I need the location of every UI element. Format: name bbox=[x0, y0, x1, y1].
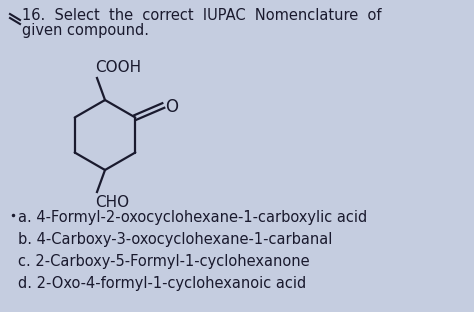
Text: O: O bbox=[165, 97, 178, 115]
Text: given compound.: given compound. bbox=[22, 23, 149, 38]
Text: c. 2-Carboxy-5-Formyl-1-cyclohexanone: c. 2-Carboxy-5-Formyl-1-cyclohexanone bbox=[18, 254, 310, 269]
Text: 16.  Select  the  correct  IUPAC  Nomenclature  of: 16. Select the correct IUPAC Nomenclatur… bbox=[22, 8, 382, 23]
Text: CHO: CHO bbox=[95, 195, 129, 210]
Text: b. 4-Carboxy-3-oxocyclohexane-1-carbanal: b. 4-Carboxy-3-oxocyclohexane-1-carbanal bbox=[18, 232, 332, 247]
Text: a. 4-Formyl-2-oxocyclohexane-1-carboxylic acid: a. 4-Formyl-2-oxocyclohexane-1-carboxyli… bbox=[18, 210, 367, 225]
Text: COOH: COOH bbox=[95, 60, 141, 75]
Text: d. 2-Oxo-4-formyl-1-cyclohexanoic acid: d. 2-Oxo-4-formyl-1-cyclohexanoic acid bbox=[18, 276, 306, 291]
